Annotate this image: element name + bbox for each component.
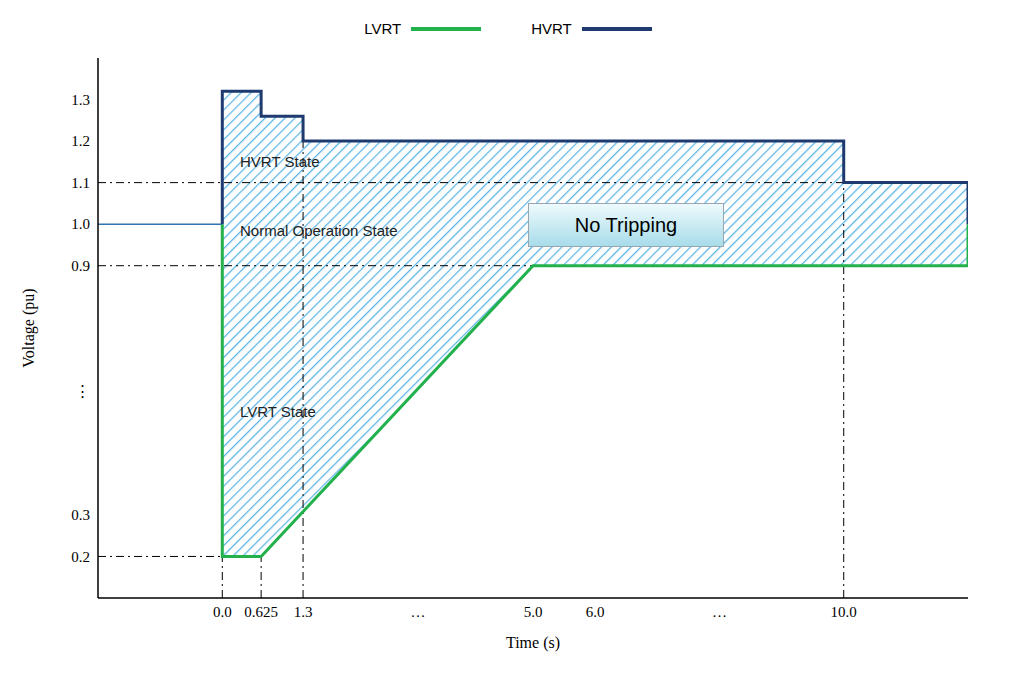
html-text:LVRT: LVRT bbox=[364, 20, 402, 37]
svg-text:6.0: 6.0 bbox=[586, 604, 605, 620]
svg-text:1.3: 1.3 bbox=[71, 92, 90, 108]
svg-text:1.1: 1.1 bbox=[71, 175, 90, 191]
svg-text:⋮: ⋮ bbox=[75, 383, 90, 399]
html-text:HVRT: HVRT bbox=[531, 20, 572, 37]
svg-text:10.0: 10.0 bbox=[831, 604, 857, 620]
svg-text:…: … bbox=[712, 604, 727, 620]
svg-text:1.2: 1.2 bbox=[71, 133, 90, 149]
svg-text:0.2: 0.2 bbox=[71, 549, 90, 565]
svg-text:1.3: 1.3 bbox=[294, 604, 313, 620]
html-text:Normal Operation State: Normal Operation State bbox=[240, 222, 398, 239]
html-text:HVRT State: HVRT State bbox=[240, 153, 320, 170]
svg-text:0.0: 0.0 bbox=[213, 604, 232, 620]
svg-text:1.0: 1.0 bbox=[71, 216, 90, 232]
html-text:No Tripping: No Tripping bbox=[574, 213, 678, 236]
svg-text:…: … bbox=[411, 604, 426, 620]
html-text:LVRT State: LVRT State bbox=[240, 403, 316, 420]
svg-text:0.9: 0.9 bbox=[71, 258, 90, 274]
svg-text:Voltage (pu): Voltage (pu) bbox=[20, 288, 38, 367]
svg-text:0.625: 0.625 bbox=[244, 604, 278, 620]
svg-text:Time (s): Time (s) bbox=[506, 634, 560, 652]
svg-text:0.3: 0.3 bbox=[71, 507, 90, 523]
svg-text:5.0: 5.0 bbox=[524, 604, 543, 620]
